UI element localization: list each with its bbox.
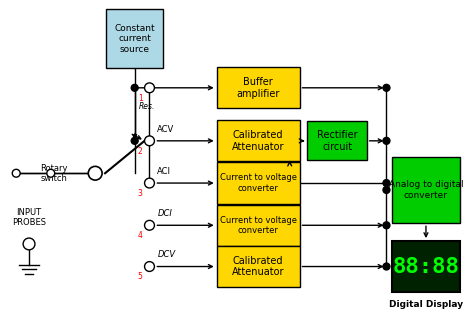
Text: ACI: ACI [157,167,172,176]
Circle shape [23,238,35,250]
FancyBboxPatch shape [217,120,300,161]
Text: 1: 1 [138,94,143,103]
Circle shape [131,84,138,91]
FancyBboxPatch shape [217,205,300,246]
FancyBboxPatch shape [217,163,300,204]
Text: INPUT
PROBES: INPUT PROBES [12,208,46,227]
Text: Current to voltage
converter: Current to voltage converter [219,173,297,193]
Circle shape [88,166,102,180]
FancyBboxPatch shape [106,9,164,68]
Circle shape [12,169,20,177]
FancyBboxPatch shape [217,67,300,109]
Text: DCV: DCV [157,250,175,259]
Text: 5: 5 [138,272,143,281]
Circle shape [145,178,155,188]
Circle shape [131,137,138,144]
Text: Buffer
amplifier: Buffer amplifier [237,77,280,99]
Circle shape [383,263,390,270]
Circle shape [383,187,390,193]
Circle shape [145,136,155,146]
FancyBboxPatch shape [392,241,459,292]
Text: Calibrated
Attenuator: Calibrated Attenuator [232,130,284,152]
Text: Digital Display: Digital Display [389,300,463,309]
Text: Constant
current
source: Constant current source [114,24,155,54]
Text: 3: 3 [138,189,143,198]
Text: Current to voltage
converter: Current to voltage converter [219,216,297,235]
Circle shape [145,83,155,93]
Circle shape [383,137,390,144]
Text: DCI: DCI [157,209,172,218]
Text: Calibrated
Attenuator: Calibrated Attenuator [232,256,284,277]
Circle shape [383,180,390,187]
Circle shape [383,222,390,229]
Circle shape [47,169,55,177]
Text: 4: 4 [138,231,143,240]
Text: Rotary
switch: Rotary switch [40,163,67,183]
Text: Res.: Res. [138,102,155,111]
Circle shape [383,84,390,91]
Text: 2: 2 [138,147,143,156]
Circle shape [145,220,155,230]
Text: Rectifier
circuit: Rectifier circuit [317,130,357,152]
FancyBboxPatch shape [217,246,300,287]
FancyBboxPatch shape [308,121,367,160]
FancyBboxPatch shape [392,157,459,223]
Text: ACV: ACV [157,124,174,134]
Text: 88:88: 88:88 [392,256,459,276]
Circle shape [145,262,155,271]
Text: Analog to digital
converter: Analog to digital converter [389,180,463,200]
